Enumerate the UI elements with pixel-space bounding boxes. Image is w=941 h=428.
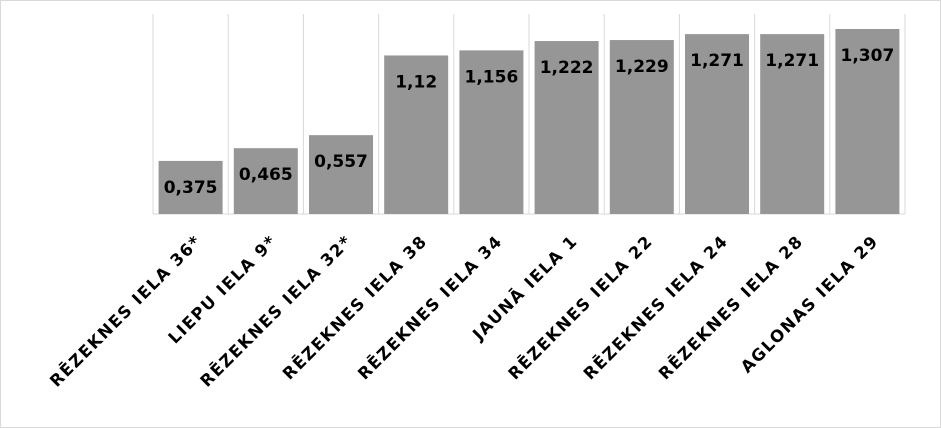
category-label: RĒZEKNES IELA 36* xyxy=(45,231,205,391)
bar xyxy=(760,34,825,214)
data-label: 1,271 xyxy=(765,51,819,71)
bar xyxy=(534,41,599,214)
data-label: 1,307 xyxy=(841,46,895,66)
data-label: 1,156 xyxy=(465,67,519,87)
bar xyxy=(384,55,449,215)
data-label: 1,271 xyxy=(690,51,744,71)
category-label: RĒZEKNES IELA 32* xyxy=(196,231,356,391)
bar xyxy=(158,160,223,214)
category-label: RĒZEKNES IELA 22 xyxy=(504,231,657,384)
bar xyxy=(835,29,900,214)
category-label: RĒZEKNES IELA 38 xyxy=(278,231,431,384)
data-label: 0,557 xyxy=(314,152,368,172)
bar xyxy=(685,34,749,214)
bar xyxy=(459,50,524,214)
data-label: 0,375 xyxy=(164,178,218,198)
bar xyxy=(309,135,373,214)
category-label: RĒZEKNES IELA 28 xyxy=(654,231,807,384)
data-label: 0,465 xyxy=(239,165,293,185)
data-label: 1,12 xyxy=(395,72,437,92)
bar xyxy=(609,40,674,214)
data-label: 1,222 xyxy=(540,58,594,78)
data-label: 1,229 xyxy=(615,57,669,77)
bar xyxy=(233,148,298,214)
category-label: RĒZEKNES IELA 24 xyxy=(579,231,732,384)
category-label: AGLONAS IELA 29 xyxy=(737,231,882,376)
category-label: RĒZEKNES IELA 34 xyxy=(353,231,506,384)
